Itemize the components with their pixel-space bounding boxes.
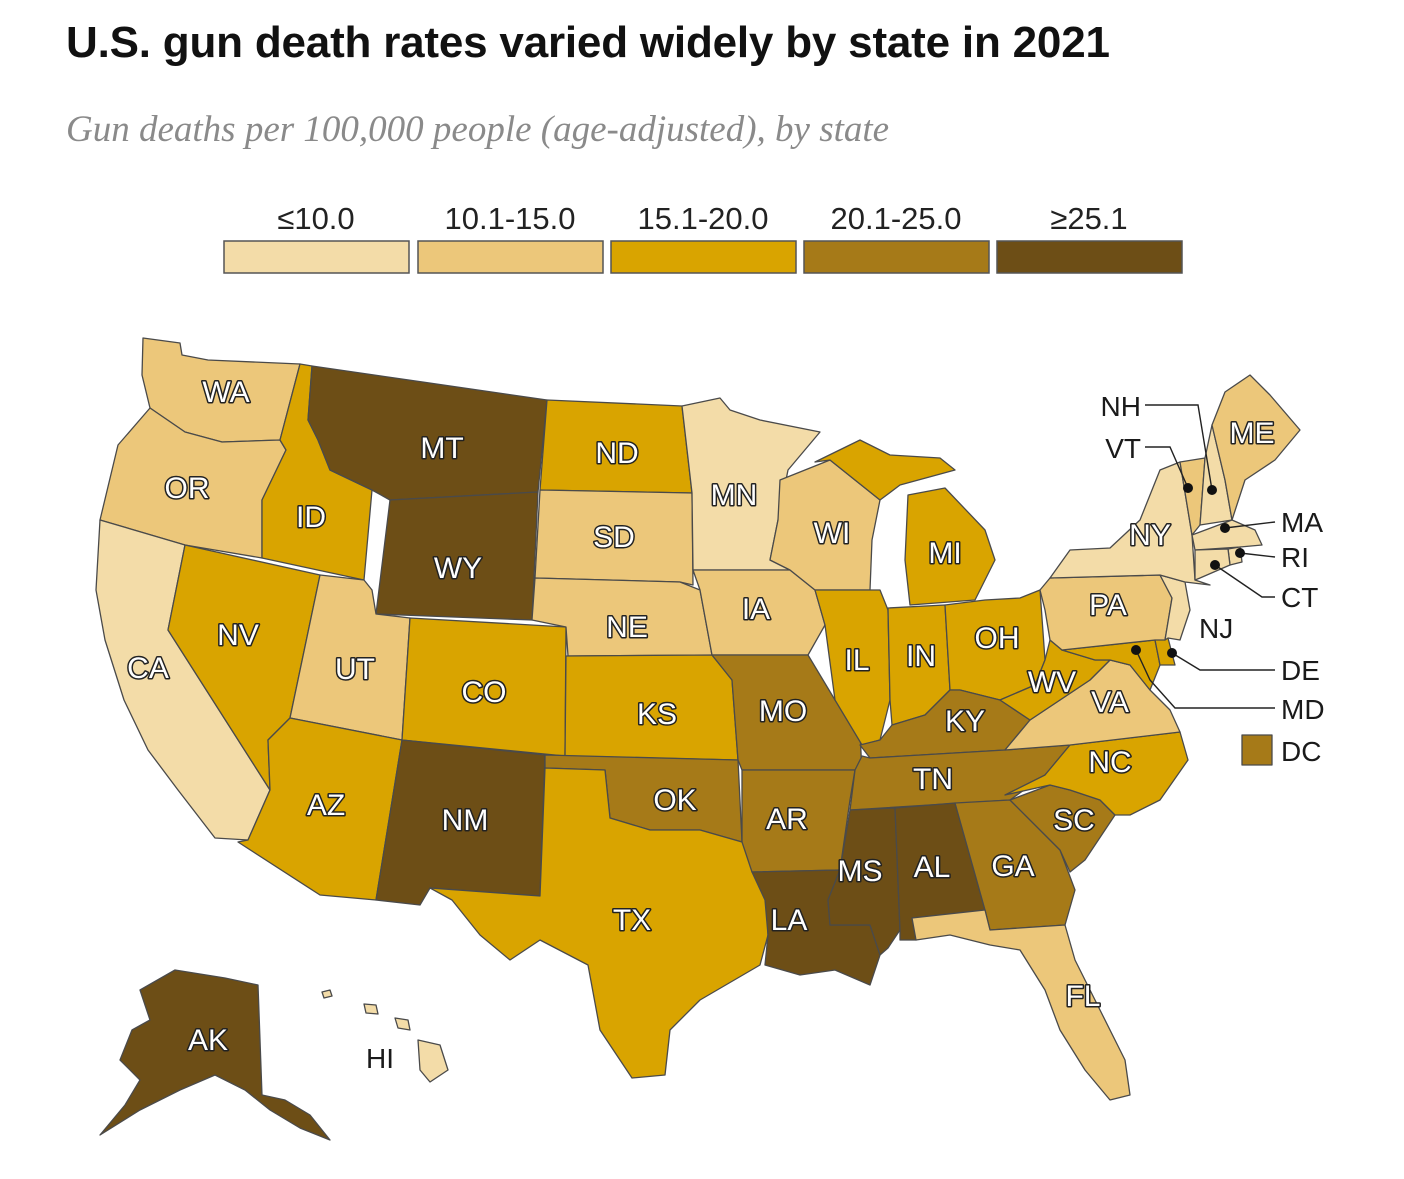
chart-subtitle: Gun deaths per 100,000 people (age-adjus… <box>66 109 890 150</box>
dot-vt <box>1183 483 1193 493</box>
label-mi: MI <box>928 537 961 570</box>
state-tx <box>429 767 769 1079</box>
callout-hi: HI <box>366 1043 394 1074</box>
label-ok: OK <box>653 784 696 817</box>
label-ne: NE <box>606 611 648 644</box>
dot-de <box>1167 648 1177 658</box>
label-ny: NY <box>1129 519 1171 552</box>
label-az: AZ <box>307 789 345 822</box>
callout-vt: VT <box>1105 433 1141 464</box>
legend-swatch-1 <box>417 240 604 274</box>
label-wv: WV <box>1028 666 1076 699</box>
chart-title: U.S. gun death rates varied widely by st… <box>66 18 1110 67</box>
state-mi-upper <box>814 439 956 501</box>
label-me: ME <box>1230 417 1275 450</box>
state-fl <box>911 909 1131 1101</box>
label-tx: TX <box>613 904 651 937</box>
dot-ri <box>1235 548 1245 558</box>
legend-label-3: 20.1-25.0 <box>831 201 962 236</box>
label-fl: FL <box>1065 980 1100 1013</box>
legend-swatch-0 <box>223 240 410 274</box>
state-me <box>1211 374 1301 521</box>
state-labels: WA OR CA ID MT NV WY UT AZ CO NM ND SD N… <box>126 375 1276 1059</box>
label-id: ID <box>296 501 326 534</box>
label-wi: WI <box>814 517 851 550</box>
dot-ma <box>1220 523 1230 533</box>
state-hi <box>321 989 449 1083</box>
label-co: CO <box>462 676 507 709</box>
label-nc: NC <box>1088 746 1131 779</box>
label-ca: CA <box>127 652 169 685</box>
label-nd: ND <box>595 437 638 470</box>
label-sd: SD <box>593 521 635 554</box>
label-mo: MO <box>759 695 807 728</box>
legend-swatch-3 <box>803 240 990 274</box>
state-sd <box>534 489 694 586</box>
label-or: OR <box>165 472 210 505</box>
label-ia: IA <box>742 593 770 626</box>
label-il: IL <box>844 644 869 677</box>
label-va: VA <box>1091 686 1129 719</box>
callout-ct: CT <box>1281 582 1318 613</box>
state-nc <box>1004 731 1189 816</box>
legend-label-2: 15.1-20.0 <box>638 201 769 236</box>
callout-nj: NJ <box>1199 613 1233 644</box>
label-al: AL <box>914 851 951 884</box>
legend-label-0: ≤10.0 <box>277 201 354 236</box>
callout-ri: RI <box>1281 542 1309 573</box>
label-wy: WY <box>434 552 482 585</box>
label-ak: AK <box>188 1024 228 1057</box>
legend-label-1: 10.1-15.0 <box>445 201 576 236</box>
callout-dc: DC <box>1281 736 1321 767</box>
states-layer <box>95 337 1301 1141</box>
callout-nh: NH <box>1101 391 1141 422</box>
legend: ≤10.0 10.1-15.0 15.1-20.0 20.1-25.0 ≥25.… <box>223 201 1183 274</box>
label-nv: NV <box>217 619 259 652</box>
label-ar: AR <box>766 803 808 836</box>
state-dc-swatch <box>1241 734 1273 766</box>
legend-label-4: ≥25.1 <box>1050 201 1127 236</box>
label-tn: TN <box>913 763 953 796</box>
state-mi-lower <box>904 487 996 606</box>
legend-swatch-4 <box>996 240 1183 274</box>
state-nj <box>1159 574 1191 641</box>
label-sc: SC <box>1053 804 1095 837</box>
label-ms: MS <box>838 855 883 888</box>
label-wa: WA <box>202 376 249 409</box>
state-ak <box>99 969 331 1141</box>
label-in: IN <box>906 640 936 673</box>
callouts: NH VT MA RI CT NJ DE MD DC HI <box>366 391 1325 1074</box>
label-ga: GA <box>991 850 1034 883</box>
callout-de: DE <box>1281 655 1320 686</box>
label-oh: OH <box>975 622 1020 655</box>
label-ut: UT <box>335 653 375 686</box>
label-mn: MN <box>711 479 758 512</box>
label-ky: KY <box>945 705 985 738</box>
callout-ma: MA <box>1281 507 1323 538</box>
label-la: LA <box>771 904 808 937</box>
dot-ct <box>1210 560 1220 570</box>
callout-md: MD <box>1281 694 1325 725</box>
label-nm: NM <box>442 804 489 837</box>
dot-md <box>1131 645 1141 655</box>
label-mt: MT <box>420 432 463 465</box>
label-pa: PA <box>1089 589 1127 622</box>
label-ks: KS <box>637 698 677 731</box>
legend-swatch-2 <box>610 240 797 274</box>
dot-nh <box>1207 485 1217 495</box>
